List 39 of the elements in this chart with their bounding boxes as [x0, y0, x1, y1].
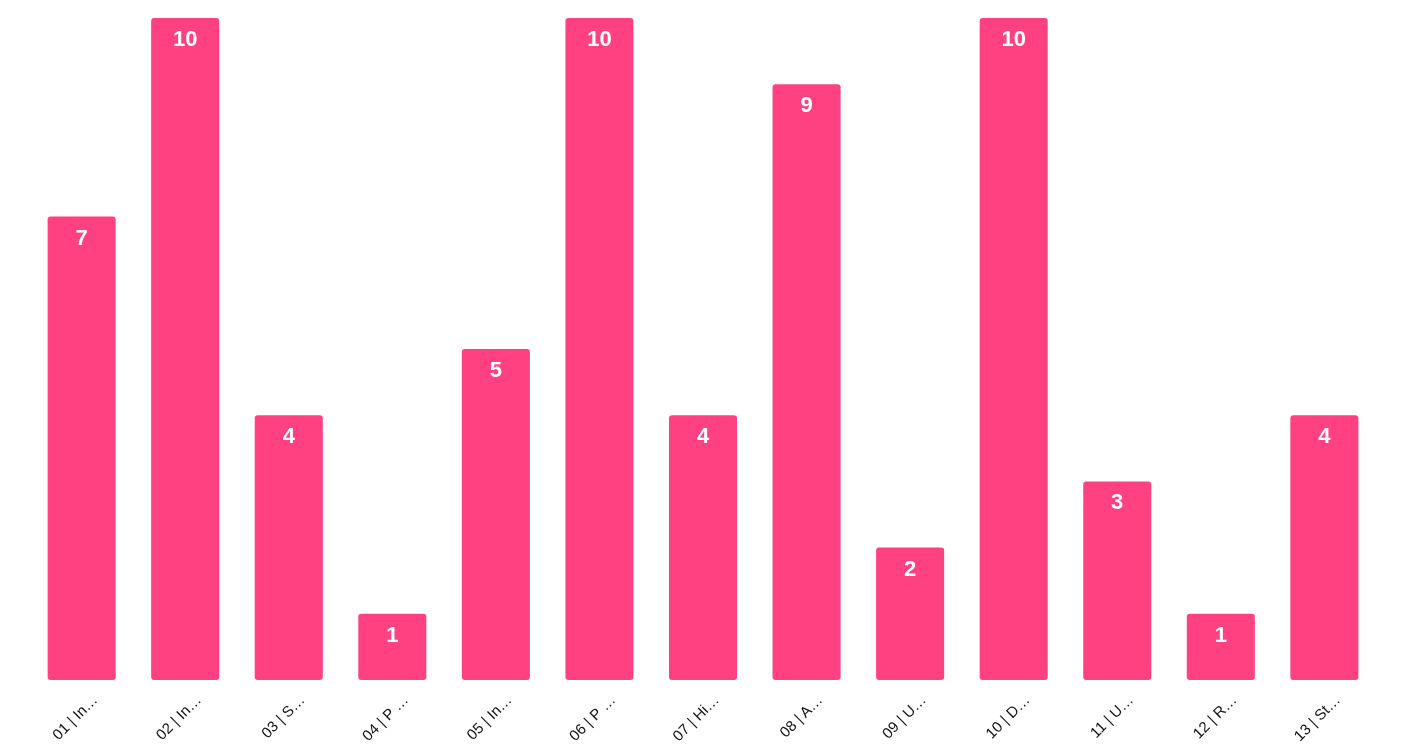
bar	[979, 18, 1048, 680]
data-label: 10	[172, 26, 198, 51]
bar	[1083, 481, 1152, 680]
data-label: 4	[1318, 423, 1332, 449]
bar	[254, 415, 323, 680]
x-tick-label: 13 | St…	[1290, 690, 1344, 745]
bar	[876, 547, 945, 680]
bar	[151, 18, 220, 680]
data-label: 4	[696, 423, 710, 449]
x-tick-label: 02 | In…	[152, 690, 205, 743]
x-tick-label: 04 | P …	[358, 690, 412, 744]
bar	[1290, 415, 1359, 680]
data-label: 5	[489, 357, 502, 382]
data-label: 3	[1111, 489, 1124, 515]
x-tick-label: 09 | U…	[878, 690, 930, 742]
x-tick-label: 03 | S…	[257, 690, 308, 742]
data-label: 1	[386, 621, 399, 647]
x-tick-label: 07 | Hi…	[668, 690, 722, 745]
x-tick-label: 11 | U…	[1086, 690, 1137, 741]
x-tick-label: 08 | A…	[775, 690, 826, 741]
data-label: 10	[587, 26, 612, 51]
data-label: 2	[904, 555, 917, 581]
data-label: 9	[800, 92, 813, 118]
bar	[461, 349, 530, 680]
x-tick-label: 05 | In…	[462, 690, 515, 743]
x-tick-label: 10 | D…	[981, 690, 1033, 742]
bar	[772, 84, 841, 680]
data-label: 10	[1001, 26, 1026, 51]
data-label: 7	[75, 224, 88, 250]
bar	[565, 18, 634, 680]
data-label: 4	[282, 423, 296, 449]
x-tick-label: 01 | In…	[48, 690, 101, 743]
x-tick-label: 12 | R…	[1189, 690, 1240, 742]
x-tick-label: 06 | P …	[565, 690, 619, 744]
bar	[47, 216, 116, 680]
data-label: 1	[1214, 621, 1227, 647]
bar	[668, 415, 738, 680]
bar	[358, 613, 427, 680]
bar	[1186, 613, 1255, 680]
